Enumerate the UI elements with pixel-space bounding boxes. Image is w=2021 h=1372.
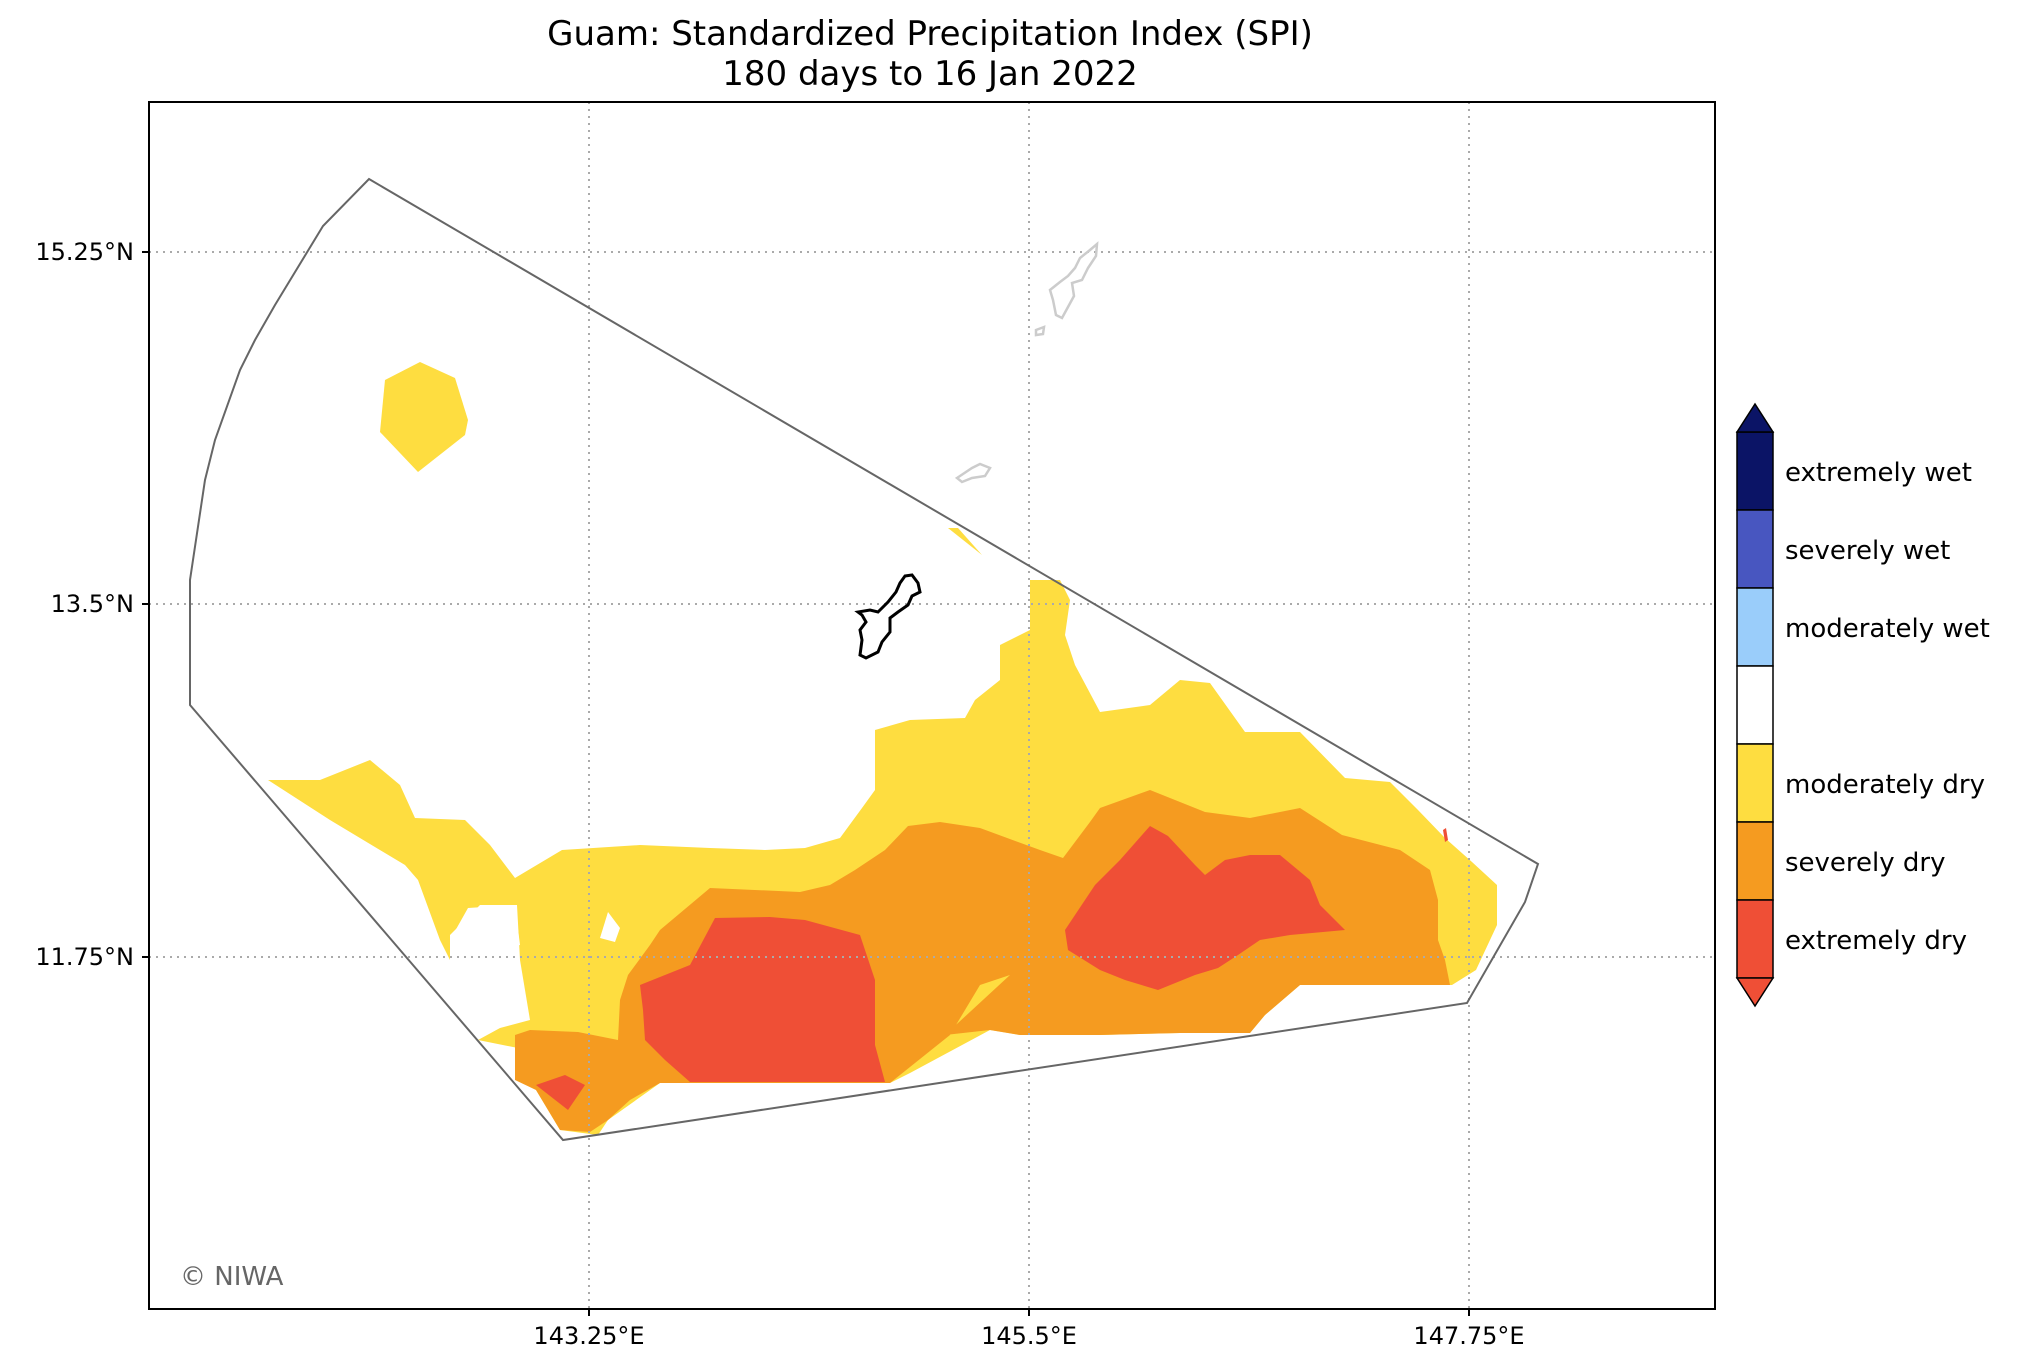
colorbar-segment — [1736, 743, 1774, 823]
legend-label: severely dry — [1785, 848, 1946, 878]
extremely-dry-area — [640, 917, 885, 1082]
map-frame — [148, 101, 1716, 1310]
extremely-dry-area — [1065, 826, 1345, 990]
gridlines — [149, 102, 1715, 1309]
lat-label: 15.25°N — [35, 238, 134, 266]
colorbar-segment — [1736, 899, 1774, 979]
credit-text: © NIWA — [180, 1262, 284, 1292]
legend-label: moderately dry — [1785, 770, 1986, 800]
colorbar-segment — [1736, 665, 1774, 745]
extremely-dry-area — [536, 1075, 585, 1110]
map-subtitle: 180 days to 16 Jan 2022 — [722, 54, 1138, 94]
lon-label: 143.25°E — [533, 1322, 645, 1350]
colorbar — [1735, 402, 1775, 1008]
legend-label: severely wet — [1785, 536, 1951, 566]
northern-islands — [954, 241, 1099, 484]
guam-island — [854, 573, 922, 660]
map-title: Guam: Standardized Precipitation Index (… — [547, 14, 1313, 54]
legend-label: extremely wet — [1785, 458, 1972, 488]
lat-label: 11.75°N — [35, 943, 134, 971]
colorbar-extend-bottom — [1735, 977, 1775, 1008]
spi-contours — [268, 362, 1497, 1135]
extremely-dry-area — [1443, 828, 1448, 842]
colorbar-segment — [1736, 509, 1774, 589]
lat-label: 13.5°N — [50, 590, 134, 618]
lon-label: 147.75°E — [1413, 1322, 1525, 1350]
moderately-dry-area — [948, 528, 982, 555]
severely-dry-area — [515, 790, 1450, 1132]
colorbar-segment — [1736, 431, 1774, 511]
region-boundary — [189, 177, 1540, 1142]
legend-label: extremely dry — [1785, 926, 1968, 956]
legend-label: moderately wet — [1785, 614, 1990, 644]
near-normal-gap — [450, 905, 520, 960]
lon-label: 145.5°E — [981, 1322, 1077, 1350]
colorbar-segment — [1736, 821, 1774, 901]
near-normal-gap — [600, 912, 620, 942]
moderately-dry-area — [380, 362, 468, 472]
colorbar-segment — [1736, 587, 1774, 667]
colorbar-extend-top — [1735, 402, 1775, 433]
